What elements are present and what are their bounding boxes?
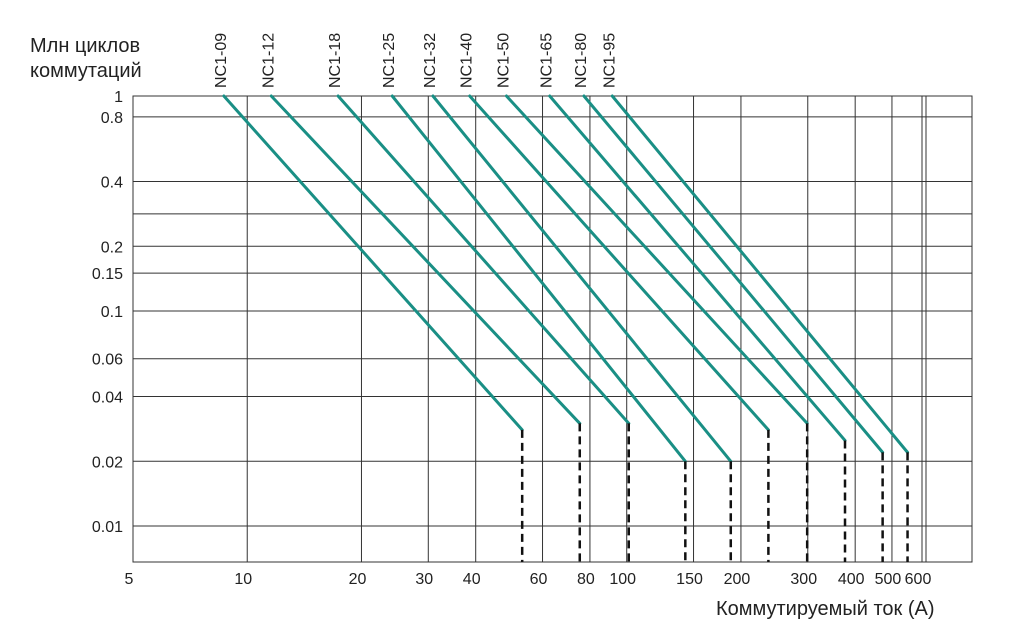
x-tick-label: 500 — [875, 571, 902, 588]
x-axis-title: Коммутируемый ток (А) — [716, 598, 935, 620]
series-line — [431, 94, 733, 463]
series-label: NC1-09 — [213, 33, 230, 88]
series-label: NC1-65 — [539, 33, 556, 88]
series-label: NC1-50 — [495, 33, 512, 88]
series-line — [610, 94, 910, 454]
series-lines — [222, 94, 910, 562]
y-tick-label: 0.8 — [101, 110, 123, 127]
y-tick-label: 0.15 — [92, 266, 123, 283]
series-label: NC1-95 — [601, 33, 618, 88]
y-axis-title: Млн циклов коммутаций — [30, 35, 142, 82]
x-tick-label: 300 — [790, 571, 817, 588]
x-tick-label: 150 — [676, 571, 703, 588]
y-tick-label: 0.02 — [92, 454, 123, 471]
x-tick-label: 10 — [234, 571, 252, 588]
x-tick-label: 400 — [838, 571, 865, 588]
grid — [132, 95, 973, 563]
y-tick-label: 0.06 — [92, 352, 123, 369]
y-tick-label: 0.1 — [101, 304, 123, 321]
plot-frame — [132, 95, 973, 563]
series-line — [269, 94, 582, 425]
x-tick-label: 80 — [577, 571, 595, 588]
x-tick-label: 60 — [530, 571, 548, 588]
series-line — [582, 94, 885, 454]
x-tick-label: 40 — [463, 571, 481, 588]
series-line — [468, 94, 770, 432]
series-label: NC1-40 — [459, 33, 476, 88]
series-label: NC1-80 — [573, 33, 590, 88]
series-line — [504, 94, 809, 425]
x-tick-label: 20 — [349, 571, 367, 588]
x-tick-label: 5 — [125, 571, 134, 588]
x-tick-label: 30 — [415, 571, 433, 588]
series-label: NC1-25 — [381, 33, 398, 88]
y-tick-label: 0.01 — [92, 519, 123, 536]
series-label: NC1-32 — [422, 33, 439, 88]
y-tick-label: 0.4 — [101, 175, 123, 192]
series-line — [336, 94, 631, 425]
series-label: NC1-18 — [327, 33, 344, 88]
series-labels: NC1-09 NC1-12 NC1-18 NC1-25 NC1-32 NC1-40 NC1-… — [213, 33, 618, 88]
series-line — [222, 94, 524, 432]
x-tick-label: 600 — [905, 571, 932, 588]
series-line — [548, 94, 847, 442]
x-tick-label: 100 — [609, 571, 636, 588]
tick-labels: 5 10 20 30 40 60 80 100 150 200 300 400 500 600 1 0.8 0.… — [92, 89, 932, 588]
y-tick-label: 1 — [114, 89, 123, 106]
series-line — [390, 94, 687, 463]
y-tick-label: 0.04 — [92, 390, 123, 407]
y-tick-label: 0.2 — [101, 239, 123, 256]
series-label: NC1-12 — [260, 33, 277, 88]
x-tick-label: 200 — [724, 571, 751, 588]
